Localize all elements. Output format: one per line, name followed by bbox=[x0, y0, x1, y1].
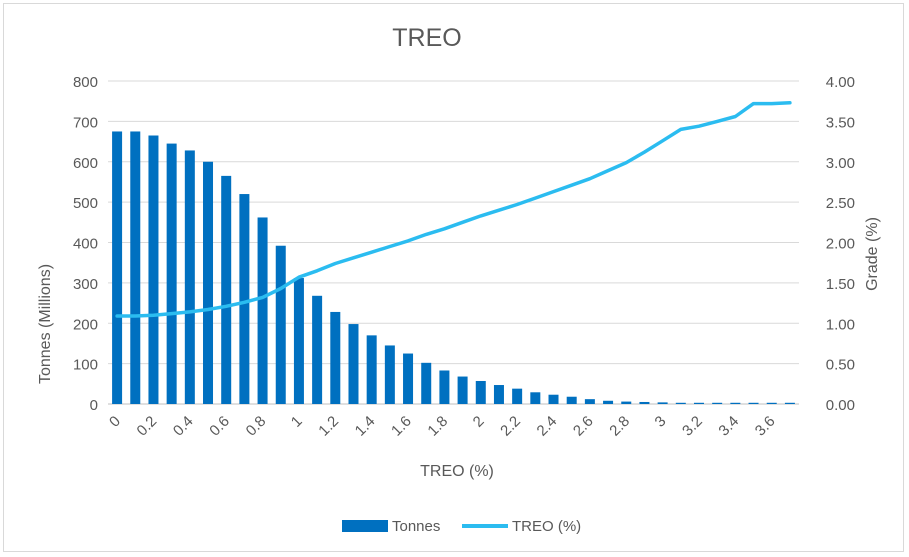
line-series-treo bbox=[115, 101, 792, 318]
bar bbox=[730, 402, 741, 404]
bar bbox=[548, 394, 559, 404]
legend-label-treo: TREO (%) bbox=[512, 518, 581, 535]
y-axis-label: Tonnes (Millions) bbox=[37, 264, 54, 384]
bar bbox=[330, 311, 341, 404]
bar bbox=[130, 131, 141, 404]
bar bbox=[621, 401, 632, 404]
legend-label-tonnes: Tonnes bbox=[392, 518, 440, 535]
bar bbox=[493, 385, 504, 404]
bar bbox=[366, 335, 377, 404]
x-tick-label: 2.4 bbox=[534, 413, 561, 440]
chart-frame: TREO 0 100 200 300 400 500 600 700 800 0.00 0.50 1… bbox=[3, 3, 904, 552]
y-tick-label: 600 bbox=[73, 155, 98, 172]
bar bbox=[603, 400, 614, 404]
bar bbox=[384, 345, 395, 404]
bar bbox=[675, 402, 686, 404]
bar bbox=[512, 388, 523, 404]
bar bbox=[421, 362, 432, 404]
bar bbox=[457, 376, 468, 404]
bar bbox=[348, 324, 359, 404]
bar bbox=[403, 353, 414, 404]
y-tick-label: 0 bbox=[90, 397, 98, 414]
bar bbox=[584, 399, 595, 404]
bar bbox=[148, 135, 159, 404]
bar bbox=[530, 392, 541, 404]
x-tick-label: 1.4 bbox=[352, 413, 379, 440]
bar bbox=[293, 278, 304, 404]
x-tick-label: 0.4 bbox=[170, 413, 197, 440]
x-tick-label: 3.6 bbox=[752, 413, 779, 440]
bar bbox=[766, 402, 777, 404]
y2-tick-label: 2.50 bbox=[826, 195, 855, 212]
y-tick-label: 200 bbox=[73, 316, 98, 333]
bar bbox=[312, 295, 323, 404]
y2-tick-label: 1.50 bbox=[826, 276, 855, 293]
bar bbox=[475, 380, 486, 404]
bar bbox=[748, 402, 759, 404]
bar bbox=[712, 402, 723, 404]
y2-axis-label: Grade (%) bbox=[864, 217, 881, 291]
bar bbox=[166, 143, 177, 405]
bar bbox=[203, 161, 214, 404]
legend-swatch-tonnes bbox=[342, 520, 388, 532]
x-tick-label: 2 bbox=[470, 413, 488, 431]
bar bbox=[784, 402, 795, 404]
x-tick-label: 0.8 bbox=[243, 413, 270, 440]
x-axis-label: TREO (%) bbox=[420, 463, 494, 480]
y2-tick-label: 2.00 bbox=[826, 236, 855, 253]
x-tick-label: 3 bbox=[652, 413, 670, 431]
bar bbox=[639, 401, 650, 404]
bar bbox=[693, 402, 704, 404]
y2-tick-label: 0.00 bbox=[826, 397, 855, 414]
bar bbox=[439, 370, 450, 404]
y-tick-label: 400 bbox=[73, 236, 98, 253]
x-tick-label: 3.2 bbox=[679, 413, 706, 440]
y2-tick-label: 3.50 bbox=[826, 114, 855, 131]
y2-tick-label: 1.00 bbox=[826, 316, 855, 333]
bar bbox=[221, 175, 232, 404]
x-tick-label: 1.8 bbox=[424, 413, 451, 440]
y2-tick-label: 4.00 bbox=[826, 74, 855, 91]
x-tick-label: 1.6 bbox=[388, 413, 415, 440]
y-tick-label: 700 bbox=[73, 114, 98, 131]
chart: TREO 0 100 200 300 400 500 600 700 800 0.00 0.50 1… bbox=[37, 24, 881, 535]
bar bbox=[239, 194, 250, 404]
y-tick-label: 300 bbox=[73, 276, 98, 293]
y2-tick-label: 3.00 bbox=[826, 155, 855, 172]
x-tick-label: 1 bbox=[288, 413, 306, 431]
bar bbox=[257, 217, 268, 404]
x-axis-ticks: 0 0.2 0.4 0.6 0.8 1 1.2 1.4 1.6 1.8 2 2.2 2.4 2.6 2.8 3… bbox=[106, 413, 779, 440]
x-tick-label: 0.6 bbox=[206, 413, 233, 440]
y2-tick-label: 0.50 bbox=[826, 357, 855, 374]
y-tick-label: 800 bbox=[73, 74, 98, 91]
right-axis-ticks: 0.00 0.50 1.00 1.50 2.00 2.50 3.00 3.50 4.00 bbox=[826, 74, 855, 414]
legend: Tonnes TREO (%) bbox=[342, 518, 581, 535]
x-tick-label: 2.6 bbox=[570, 413, 597, 440]
x-tick-label: 0 bbox=[106, 413, 124, 431]
y-tick-label: 100 bbox=[73, 357, 98, 374]
bar bbox=[275, 245, 286, 404]
left-axis-ticks: 0 100 200 300 400 500 600 700 800 bbox=[73, 74, 98, 414]
treo-line bbox=[115, 101, 792, 318]
y-tick-label: 500 bbox=[73, 195, 98, 212]
x-tick-label: 1.2 bbox=[315, 413, 342, 440]
chart-title: TREO bbox=[392, 24, 461, 52]
x-tick-label: 2.2 bbox=[497, 413, 524, 440]
bar bbox=[112, 131, 123, 404]
bar-series-tonnes bbox=[112, 131, 795, 405]
bar bbox=[657, 402, 668, 404]
bar bbox=[184, 150, 195, 404]
x-tick-label: 0.2 bbox=[134, 413, 161, 440]
x-tick-label: 3.4 bbox=[715, 413, 742, 440]
x-tick-label: 2.8 bbox=[606, 413, 633, 440]
bar bbox=[566, 396, 577, 404]
